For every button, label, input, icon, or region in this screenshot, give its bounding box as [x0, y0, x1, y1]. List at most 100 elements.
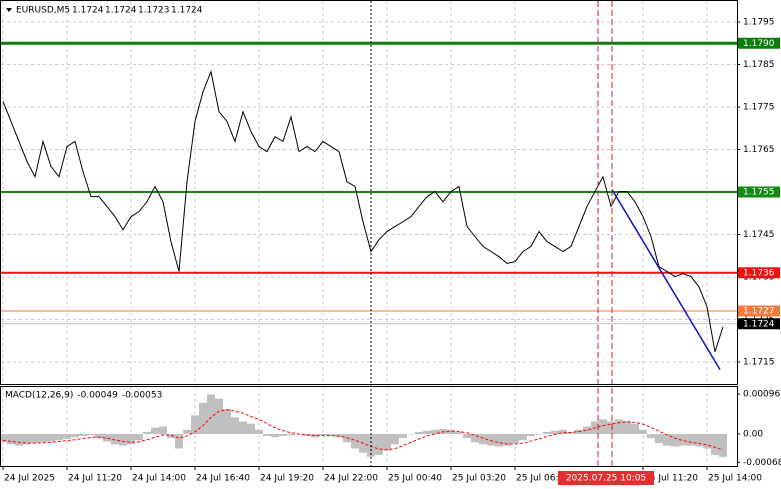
y-tick-label: 1.1745: [743, 230, 775, 240]
histogram-bar: [639, 429, 647, 434]
histogram-bar: [95, 433, 103, 439]
histogram-bar: [407, 433, 415, 435]
y-tick-label: 1.1795: [743, 18, 775, 28]
histogram-bar: [159, 426, 167, 434]
histogram-bar: [223, 409, 231, 434]
histogram-bar: [583, 426, 591, 434]
price-line: [2, 69, 724, 352]
y-tick-label: 1.1785: [743, 60, 775, 70]
histogram-bar: [679, 433, 687, 446]
histogram-bar: [111, 433, 119, 445]
histogram-bar: [695, 433, 703, 447]
histogram-bar: [247, 423, 255, 434]
x-tick-label: 24 Jul 11:20: [68, 474, 122, 484]
macd-reading: -0.00049: [77, 391, 118, 401]
histogram-bar: [567, 431, 575, 434]
histogram-bar: [7, 433, 15, 445]
histogram-bar: [127, 433, 135, 445]
level-label-box: [737, 186, 780, 198]
histogram-bar: [463, 433, 471, 439]
histogram-bar: [431, 429, 439, 434]
histogram-bar: [519, 433, 527, 441]
x-tick-label: 24 Jul 16:40: [196, 474, 250, 484]
histogram-bar: [255, 429, 263, 434]
ohlc-value: 1.1724: [105, 6, 137, 16]
histogram-bar: [191, 415, 199, 434]
level-label-box: [737, 305, 780, 317]
level-label: 1.1790: [743, 39, 775, 49]
y-tick-label: 1.1775: [743, 103, 775, 113]
x-tick-label: 24 Jul 19:20: [260, 474, 314, 484]
histogram-bar: [479, 433, 487, 445]
histogram-bar: [623, 420, 631, 434]
histogram-bar: [39, 433, 47, 443]
histogram-bar: [263, 433, 271, 437]
histogram-bar: [87, 433, 95, 436]
price-frame: [0, 0, 738, 385]
x-tick-label: 24 Jul 2025: [4, 474, 55, 484]
histogram-bar: [23, 433, 31, 445]
labels: 1.1724 1.1724 1.1723 1.17241.17951.17851.17…: [2, 6, 781, 485]
x-tick-label: 25 Jul 06:00: [516, 474, 570, 484]
histogram-bar: [183, 429, 191, 434]
cursor-label-box: [558, 471, 654, 485]
level-label: 1.1755: [743, 188, 775, 198]
histogram-bar: [327, 433, 335, 437]
ohlc-value: 1.1724: [72, 6, 104, 16]
histogram-bar: [391, 433, 399, 445]
histogram-bar: [511, 433, 519, 444]
histogram-bar: [15, 433, 23, 446]
level-label-box: [737, 267, 780, 279]
histogram-bar: [63, 433, 71, 439]
ohlc-value: 1.1724: [171, 6, 203, 16]
histogram-bar: [55, 433, 63, 441]
histogram-bar: [615, 419, 623, 434]
histogram-bar: [311, 433, 319, 438]
x-tick-label: 25 Jul 03:20: [452, 474, 506, 484]
histogram-bar: [599, 419, 607, 434]
histogram-bar: [151, 427, 159, 434]
histogram-bar: [559, 429, 567, 434]
histogram-bar: [207, 394, 215, 434]
histogram-bar: [647, 433, 655, 439]
histogram-bar: [319, 433, 327, 436]
y-tick-label: 0.00096: [743, 390, 780, 400]
histogram-bar: [671, 433, 679, 447]
histogram-bar: [175, 433, 183, 449]
histogram-bar: [503, 433, 511, 446]
cursor-label: 2025.07.25 10:05: [566, 474, 646, 484]
histogram-bar: [103, 433, 111, 442]
histogram-bar: [31, 433, 39, 444]
histogram-bar: [287, 433, 295, 436]
ohlc-value: 1.1723: [138, 6, 170, 16]
histogram-bar: [455, 431, 463, 434]
histogram-bar: [719, 433, 727, 457]
histogram-bar: [135, 433, 143, 441]
histogram-bar: [167, 433, 175, 439]
histogram-bar: [0, 433, 7, 443]
histogram-bar: [239, 421, 247, 434]
histogram-bar: [199, 402, 207, 434]
histogram-bar: [543, 431, 551, 434]
histogram-bar: [79, 433, 87, 437]
macd-title: MACD(12,26,9): [5, 391, 73, 401]
histogram-bar: [47, 433, 55, 442]
collapse-icon[interactable]: [6, 8, 12, 12]
histogram-bar: [375, 433, 383, 455]
macd-reading: -0.00053: [122, 391, 162, 401]
histogram-bar: [607, 421, 615, 434]
last-price-label: 1.1724: [743, 319, 775, 329]
last-price-box: [737, 318, 780, 330]
histogram-bar: [231, 417, 239, 434]
histogram-bar: [119, 433, 127, 446]
histogram-bar: [383, 433, 391, 451]
histogram-bar: [351, 433, 359, 449]
x-tick-label: 25 Jul 00:40: [388, 474, 442, 484]
histogram-bar: [711, 433, 719, 455]
y-tick-label: 1.1765: [743, 145, 775, 155]
x-tick-label: 25 Jul 11:20: [644, 474, 698, 484]
histogram-bar: [423, 430, 431, 434]
y-tick-label: -0.00068: [743, 458, 781, 468]
